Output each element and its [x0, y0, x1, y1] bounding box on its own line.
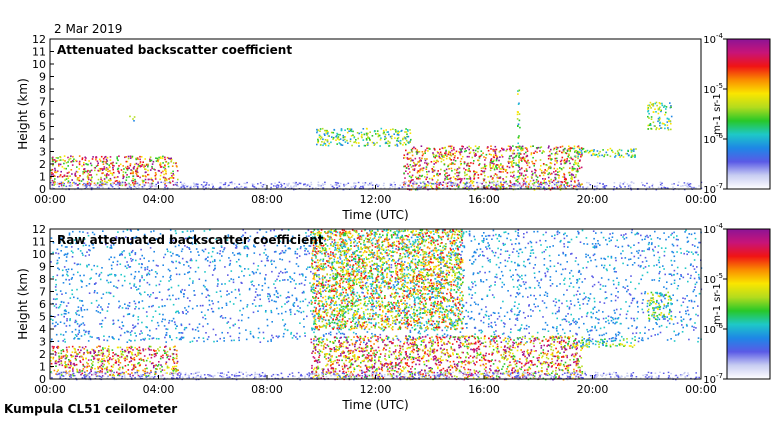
- colorbar-unit-label: m-1 sr-1: [712, 283, 723, 325]
- colorbar-tick-label: 10-4: [703, 222, 723, 236]
- colorbar-gradient: [727, 39, 770, 189]
- y-tick-label: 9: [39, 261, 46, 274]
- x-tick-label: 12:00: [360, 193, 392, 206]
- y-tick-label: 11: [32, 46, 46, 59]
- y-tick-label: 10: [32, 248, 46, 261]
- y-tick-label: 3: [39, 336, 46, 349]
- y-tick-label: 8: [39, 273, 46, 286]
- x-tick-label: 00:00: [34, 193, 66, 206]
- x-tick-label: 16:00: [468, 383, 500, 396]
- colorbar: 10-710-610-510-4m-1 sr-1: [703, 222, 770, 386]
- y-tick-label: 6: [39, 108, 46, 121]
- x-axis-label: Time (UTC): [341, 208, 408, 222]
- y-tick-label: 5: [39, 121, 46, 134]
- y-tick-label: 1: [39, 171, 46, 184]
- colorbar-tick-label: 10-7: [703, 372, 723, 386]
- x-tick-label: 16:00: [468, 193, 500, 206]
- y-tick-label: 12: [32, 33, 46, 46]
- x-tick-label: 04:00: [143, 193, 175, 206]
- y-tick-label: 3: [39, 146, 46, 159]
- colorbar-gradient: [727, 229, 770, 379]
- y-axis-label: Height (km): [16, 78, 30, 149]
- x-axis-label: Time (UTC): [341, 398, 408, 412]
- y-tick-label: 4: [39, 323, 46, 336]
- y-tick-label: 10: [32, 58, 46, 71]
- panel-title: Raw attenuated backscatter coefficient: [57, 233, 324, 247]
- x-tick-label: 20:00: [577, 383, 609, 396]
- colorbar: 10-710-610-510-4m-1 sr-1: [703, 32, 770, 196]
- y-tick-label: 12: [32, 223, 46, 236]
- x-tick-label: 08:00: [251, 193, 283, 206]
- y-tick-label: 2: [39, 348, 46, 361]
- colorbar-tick-label: 10-4: [703, 32, 723, 46]
- colorbar-tick-label: 10-7: [703, 182, 723, 196]
- x-tick-label: 20:00: [577, 193, 609, 206]
- y-tick-label: 7: [39, 96, 46, 109]
- y-tick-label: 11: [32, 236, 46, 249]
- y-axis-label: Height (km): [16, 268, 30, 339]
- x-tick-label: 00:00: [34, 383, 66, 396]
- panel-title: Attenuated backscatter coefficient: [57, 43, 292, 57]
- x-tick-label: 12:00: [360, 383, 392, 396]
- y-tick-label: 4: [39, 133, 46, 146]
- x-tick-label: 08:00: [251, 383, 283, 396]
- y-tick-label: 5: [39, 311, 46, 324]
- colorbar-unit-label: m-1 sr-1: [712, 93, 723, 135]
- y-tick-label: 2: [39, 158, 46, 171]
- x-tick-label: 04:00: [143, 383, 175, 396]
- footer-label: Kumpula CL51 ceilometer: [4, 402, 177, 416]
- date-label: 2 Mar 2019: [54, 22, 122, 36]
- y-tick-label: 9: [39, 71, 46, 84]
- y-tick-label: 6: [39, 298, 46, 311]
- y-tick-label: 7: [39, 286, 46, 299]
- y-tick-label: 8: [39, 83, 46, 96]
- y-tick-label: 1: [39, 361, 46, 374]
